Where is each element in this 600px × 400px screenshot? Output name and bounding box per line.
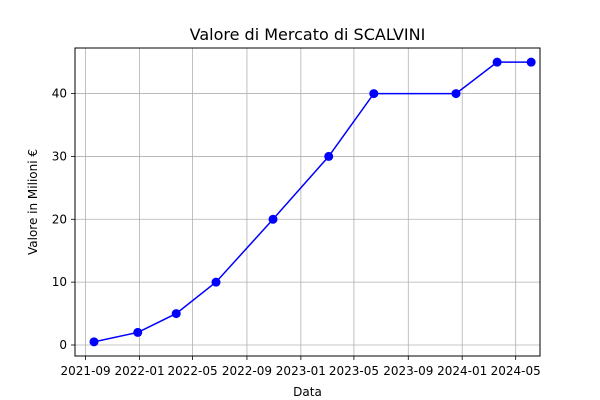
x-tick-label: 2023-05 bbox=[329, 364, 379, 378]
y-tick-label: 20 bbox=[52, 212, 67, 226]
x-tick-label: 2022-09 bbox=[222, 364, 272, 378]
x-tick-label: 2022-01 bbox=[114, 364, 164, 378]
chart-title: Valore di Mercato di SCALVINI bbox=[190, 25, 426, 44]
data-point bbox=[268, 214, 278, 224]
data-point bbox=[369, 89, 379, 99]
data-point bbox=[171, 309, 181, 319]
x-axis-label: Data bbox=[293, 385, 322, 399]
data-point bbox=[526, 57, 536, 67]
y-axis: 0 10 20 30 40 bbox=[52, 87, 75, 352]
grid bbox=[75, 48, 540, 356]
x-tick-label: 2024-01 bbox=[437, 364, 487, 378]
y-axis-label: Valore in Milioni € bbox=[26, 149, 40, 255]
series-line bbox=[93, 61, 532, 343]
x-tick-label: 2021-09 bbox=[61, 364, 111, 378]
x-tick-label: 2022-05 bbox=[168, 364, 218, 378]
y-tick-label: 10 bbox=[52, 275, 67, 289]
x-tick-label: 2023-01 bbox=[276, 364, 326, 378]
data-point bbox=[89, 337, 99, 347]
y-tick-label: 40 bbox=[52, 87, 67, 101]
x-tick-label: 2023-09 bbox=[383, 364, 433, 378]
y-tick-label: 0 bbox=[59, 338, 67, 352]
plot-frame bbox=[74, 47, 541, 357]
series-points bbox=[89, 57, 536, 347]
x-tick-label: 2024-05 bbox=[491, 364, 541, 378]
data-point bbox=[492, 57, 502, 67]
y-tick-label: 30 bbox=[52, 149, 67, 163]
data-point bbox=[133, 327, 143, 337]
data-point bbox=[211, 277, 221, 287]
data-point bbox=[451, 89, 461, 99]
x-axis: 2021-09 2022-01 2022-05 2022-09 2023-01 2023-… bbox=[61, 356, 541, 378]
data-point bbox=[324, 151, 334, 161]
